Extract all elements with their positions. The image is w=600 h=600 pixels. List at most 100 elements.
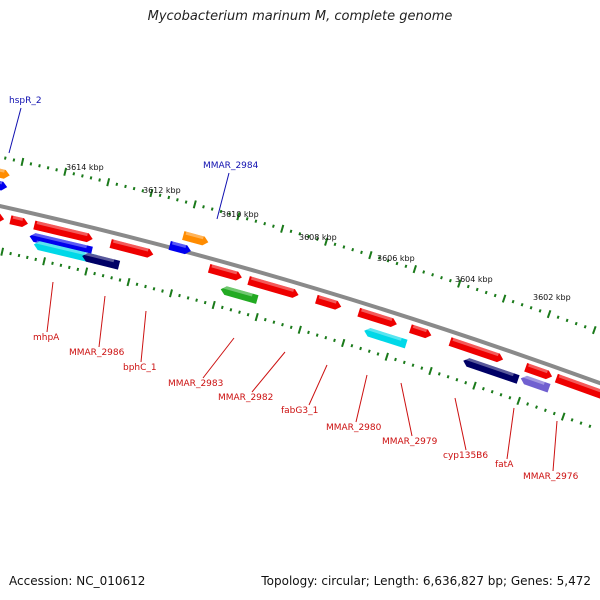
outer-tick [289, 229, 293, 234]
inner-tick [178, 293, 181, 298]
inner-tick [359, 346, 363, 351]
inner-tick [254, 312, 259, 322]
inner-tick [428, 366, 433, 376]
gene-feature-red [207, 263, 242, 281]
outer-tick [55, 168, 58, 172]
gene-feature-MMAR_2986 [82, 252, 121, 270]
gene-feature-mhpA [29, 232, 93, 256]
inner-tick [472, 381, 477, 390]
gene-labels: hspR_2 MMAR_2984 mhpA MMAR_2986 bphC_1 MMAR_2… [9, 96, 579, 482]
inner-tick [350, 343, 354, 348]
inner-tick [76, 267, 80, 272]
inner-tick-ring [0, 247, 592, 429]
outer-tick [184, 200, 188, 204]
outer-tick [46, 166, 50, 170]
outer-tick [520, 302, 524, 307]
inner-tick [570, 418, 574, 422]
inner-tick [17, 253, 21, 258]
gene-features [0, 167, 600, 400]
gene-feature-red [0, 212, 5, 223]
gene-label: MMAR_2982 [218, 393, 273, 403]
outer-tick [431, 273, 435, 277]
outer-tick [466, 284, 470, 289]
scale-label: 3610 kbp [221, 210, 259, 219]
inner-tick [110, 276, 113, 280]
leader-line [552, 420, 558, 472]
outer-tick [219, 209, 223, 214]
gene-feature-red [9, 215, 28, 227]
gene-label: MMAR_2979 [382, 437, 438, 447]
scale-labels: 3614 kbp 3612 kbp 3610 kbp 3608 kbp 3606 kbp… [66, 163, 571, 302]
leader-line [454, 397, 467, 451]
gene-feature-red [524, 363, 553, 380]
inner-tick [289, 325, 293, 330]
inner-tick [560, 412, 566, 421]
outer-tick [546, 309, 552, 319]
outer-tick [176, 198, 179, 202]
inner-tick [168, 289, 174, 298]
label-leader-lines [8, 107, 558, 472]
inner-tick [101, 274, 105, 278]
inner-tick [333, 338, 336, 343]
gene-label: bphC_1 [123, 363, 157, 373]
inner-tick [315, 333, 319, 337]
inner-tick [161, 289, 164, 293]
outer-tick [63, 167, 68, 176]
scale-label: 3614 kbp [66, 163, 104, 172]
outer-tick [202, 205, 205, 209]
outer-tick [132, 186, 136, 191]
outer-tick [360, 250, 363, 255]
inner-tick [67, 265, 71, 270]
inner-tick [341, 338, 346, 348]
outer-tick [149, 188, 154, 198]
outer-tick-ring [4, 156, 597, 335]
outer-tick [167, 195, 171, 200]
gene-label: MMAR_2984 [203, 161, 259, 171]
outer-tick [395, 261, 399, 266]
inner-tick [552, 411, 556, 416]
outer-tick [29, 162, 33, 166]
gene-label: cyp135B6 [443, 451, 488, 461]
inner-tick [246, 312, 250, 317]
outer-tick [511, 299, 515, 304]
leader-line [140, 310, 147, 363]
inner-tick [229, 308, 233, 312]
inner-tick [93, 271, 96, 276]
leader-line [251, 351, 286, 393]
scale-label: 3602 kbp [533, 293, 571, 302]
inner-tick [508, 396, 512, 400]
outer-tick [565, 318, 569, 323]
outer-tick [377, 256, 381, 260]
inner-tick [307, 330, 310, 335]
scale-label: 3612 kbp [143, 186, 181, 195]
accession-text: Accession: NC_010612 [9, 574, 146, 588]
outer-tick [158, 193, 162, 198]
leader-line [8, 107, 22, 154]
inner-tick [499, 393, 503, 397]
outer-tick [12, 158, 16, 162]
inner-tick [455, 377, 459, 382]
outer-tick [72, 172, 76, 176]
outer-tick [368, 250, 373, 260]
outer-tick [316, 237, 319, 241]
outer-tick [493, 293, 497, 298]
inner-tick [588, 424, 592, 429]
outer-tick [422, 270, 426, 274]
inner-tick [516, 396, 521, 406]
gene-feature-red [315, 294, 342, 310]
outer-tick [404, 264, 408, 269]
outer-tick [448, 278, 452, 283]
outer-tick [307, 234, 310, 239]
inner-tick [543, 408, 547, 413]
inner-tick [281, 322, 284, 327]
outer-tick [280, 224, 285, 233]
outer-tick [298, 232, 302, 236]
outer-tick [254, 219, 258, 223]
scale-label: 3604 kbp [455, 275, 493, 284]
map-title: Mycobacterium marinum M, complete genome [147, 9, 453, 24]
inner-tick [376, 352, 380, 356]
outer-tick [98, 178, 101, 182]
inner-tick [25, 255, 29, 260]
inner-tick [579, 421, 583, 425]
outer-tick [20, 157, 25, 167]
